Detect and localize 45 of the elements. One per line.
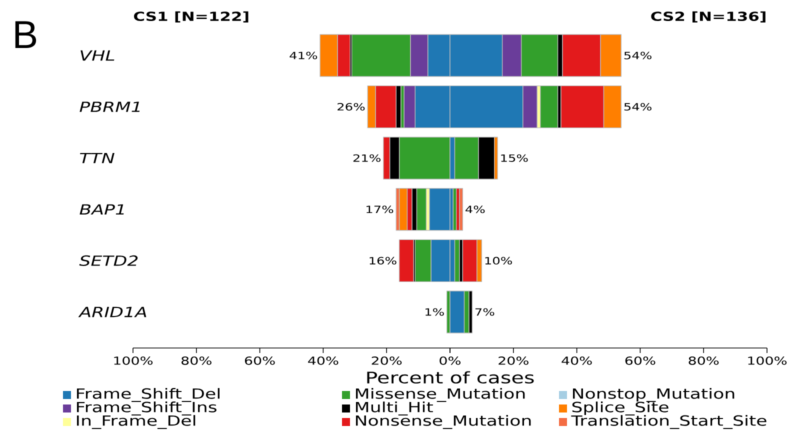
chart-title: CS1 [N=122] <box>134 11 248 22</box>
total-label: 1% <box>426 308 444 316</box>
x-tick-label: 60% <box>625 356 656 365</box>
y-tick-label: PBRM1 <box>80 102 140 112</box>
legend-label: Translation_Start_Site <box>571 415 766 429</box>
x-tick-label: 80% <box>688 356 719 365</box>
x-tick-label: 20% <box>372 356 402 365</box>
y-tick-label: TTN <box>80 153 114 164</box>
total-label: 54% <box>624 103 652 111</box>
legend-label: Missense_Mutation <box>356 388 525 402</box>
bar <box>459 188 464 231</box>
legend-label: Nonstop_Mutation <box>572 388 734 402</box>
total-label: 7% <box>475 308 494 316</box>
x-axis-title: Percent of cases <box>367 371 534 384</box>
legend-label: Nonsense_Mutation <box>356 415 531 429</box>
total-label: 4% <box>466 206 485 214</box>
x-tick-label: 60% <box>244 356 275 365</box>
total-label: 16% <box>370 256 396 264</box>
text: B <box>15 21 36 48</box>
x-tick-label: 0% <box>440 356 461 365</box>
total-label: 21% <box>353 154 381 162</box>
total-label: 41% <box>290 52 318 60</box>
bar <box>540 85 558 128</box>
chart-title: CS2 [N=136] <box>651 11 766 22</box>
y-tick-label: VHL <box>80 50 114 61</box>
total-label: 15% <box>501 154 528 162</box>
total-label: 54% <box>624 52 652 60</box>
total-label: 17% <box>366 206 394 214</box>
x-tick-label: 40% <box>562 356 592 365</box>
legend-label: Multi_Hit <box>356 402 433 416</box>
x-tick-label: 40% <box>308 356 338 365</box>
x-tick-label: 100% <box>748 356 787 365</box>
bar <box>416 188 427 231</box>
legend-label: In_Frame_Del <box>76 415 196 429</box>
y-tick-label: SETD2 <box>79 255 138 266</box>
y-tick-label: ARID1A <box>78 306 146 318</box>
total-label: 10% <box>485 256 512 264</box>
legend-label: Frame_Shift_Ins <box>76 402 216 416</box>
legend-label: Splice_Site <box>572 402 668 416</box>
y-tick-label: BAP1 <box>80 204 124 214</box>
total-label: 26% <box>338 103 365 111</box>
x-tick-label: 100% <box>114 356 153 365</box>
legend-label: Frame_Shift_Del <box>76 388 220 402</box>
x-tick-label: 80% <box>182 356 212 365</box>
x-tick-label: 20% <box>498 356 528 365</box>
